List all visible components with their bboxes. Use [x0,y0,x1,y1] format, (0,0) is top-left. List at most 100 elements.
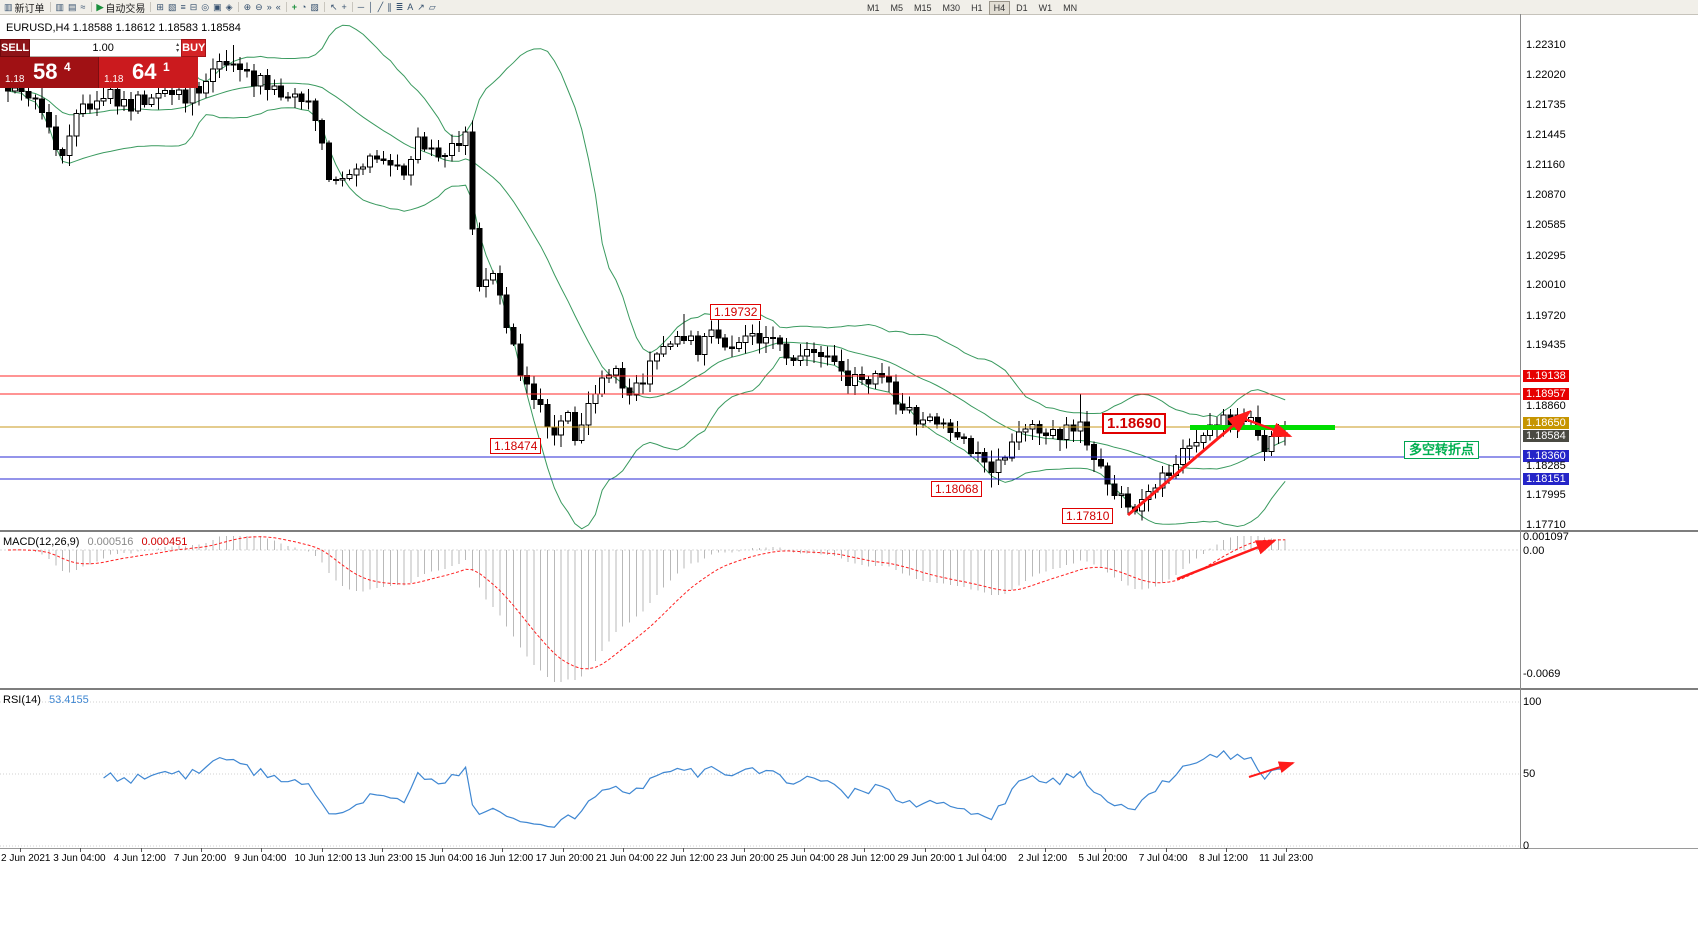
time-axis-tick [261,848,263,852]
timeframe-h4-button[interactable]: H4 [988,1,1011,15]
price-axis-label: 1.21160 [1526,159,1565,171]
bollinger-lower-band [7,90,1286,530]
navigator-icon[interactable]: ◎ [199,1,211,14]
timeframe-m30-button[interactable]: M30 [942,3,961,13]
macd-indicator-header: MACD(12,26,9) 0.000516 0.000451 [3,536,187,548]
horizontal-level-lines[interactable] [0,375,1520,480]
timeframe-m15-button[interactable]: M15 [914,3,932,13]
volume-spinner: ▴ ▾ [176,42,181,54]
timeframe-d1-button[interactable]: D1 [1016,3,1028,13]
data-window-icon: ⊟ [189,1,198,12]
sell-price-pip: 4 [64,60,71,74]
new-chart-icon: ⊞ [156,1,164,12]
bar-chart-icon[interactable]: ▥ [54,1,67,14]
sell-button[interactable]: SELL [0,39,31,57]
timeframe-m5-button[interactable]: M5 [890,3,904,13]
auto-scroll-icon: » [266,1,272,12]
price-annotation[interactable]: 1.17810 [1062,508,1114,524]
strategy-tester-icon[interactable]: ◈ [224,1,235,14]
volume-up-button[interactable]: ▴ [176,42,180,48]
indicators-icon[interactable]: + [290,1,299,14]
data-window-icon[interactable]: ⊟ [188,1,200,14]
macd-signal-value: 0.000451 [141,536,188,548]
price-axis-label: 1.20870 [1526,189,1566,201]
arrow-tool-icon[interactable]: ↗ [415,1,427,14]
pane-splitter[interactable] [0,530,1698,532]
price-axis-label: 1.19435 [1526,339,1566,351]
timeframe-toolbar: M1 M5 M15 M30 H1 H4 D1 W1 MN [862,1,1083,15]
buy-button[interactable]: BUY [181,39,207,57]
strategy-tester-icon: ◈ [225,1,233,12]
horizontal-line-icon[interactable]: ─ [356,1,366,14]
time-axis-label: 3 Jun 04:00 [53,853,106,864]
price-axis-label: 1.18360 [1523,450,1569,462]
macd-axis-label: 0.00 [1523,545,1545,557]
new-order-button[interactable]: ▥ 新订单 [2,1,47,15]
time-axis-tick [1286,848,1288,852]
autotrading-label: 自动交易 [105,3,146,15]
vertical-line-icon[interactable]: │ [366,1,376,14]
sell-price-main: 58 [33,59,58,84]
turning-point-label[interactable]: 多空转折点 [1404,441,1480,459]
market-watch-icon[interactable]: ≡ [178,1,187,14]
toolbar: ▥ 新订单 ▥ ▤ ≈ ▶ 自动交易 ⊞ ▧ ≡ ⊟ ◎ ▣ ◈ ⊕ ⊖» «+ ◔ ▨ ↖ + ─ │ ╱ ∥ ≣ A ↗ ▱ M1 M… [0,0,1698,15]
time-axis-label: 11 Jul 23:00 [1259,853,1314,864]
time-axis-tick [562,848,564,852]
trendline-icon[interactable]: ╱ [376,1,385,14]
timeframe-h1-button[interactable]: H1 [971,3,983,13]
price-chart-pane[interactable] [0,14,1520,530]
volume-field[interactable]: ▴ ▾ [30,39,182,57]
periods-icon[interactable]: ◔ [299,1,308,14]
line-chart-icon[interactable]: ≈ [79,1,88,14]
zoom-out-icon[interactable]: ⊖ [253,1,265,14]
time-axis-tick [20,848,21,852]
shapes-icon[interactable]: ▱ [427,1,438,14]
macd-pane[interactable] [0,532,1520,688]
time-axis-tick [623,848,624,852]
candlestick-chart-icon[interactable]: ▤ [66,1,79,14]
volume-down-button[interactable]: ▾ [176,48,180,54]
rsi-line [103,750,1286,828]
price-axis-label: 1.21735 [1526,99,1566,111]
indicators-icon: + [291,1,297,12]
price-annotation[interactable]: 1.19732 [710,304,762,320]
sell-price-prefix: 1.18 [5,74,25,85]
price-annotation[interactable]: 1.18690 [1102,413,1167,434]
terminal-icon[interactable]: ▣ [211,1,224,14]
timeframe-w1-button[interactable]: W1 [1038,3,1053,13]
buy-price-main: 64 [132,59,157,84]
buy-price-display[interactable]: 1.18 64 1 [99,57,198,88]
templates-icon[interactable]: ▨ [308,1,321,14]
zoom-in-icon[interactable]: ⊕ [242,1,254,14]
time-axis-tick [140,848,142,852]
time-axis-label: 25 Jun 04:00 [776,853,835,864]
pane-splitter[interactable] [0,688,1698,690]
time-axis-tick [80,848,82,852]
channel-icon[interactable]: ∥ [385,1,394,14]
cursor-icon[interactable]: ↖ [328,1,340,14]
text-icon[interactable]: A [405,1,415,14]
templates-icon: ▨ [310,1,319,12]
price-annotation[interactable]: 1.18474 [490,438,542,454]
time-axis-label: 7 Jun 20:00 [173,853,227,864]
vertical-line-icon: │ [368,1,374,12]
crosshair-icon[interactable]: + [339,1,348,14]
timeframe-mn-button[interactable]: MN [1063,3,1078,13]
timeframe-m1-button[interactable]: M1 [867,3,880,13]
time-axis-tick [442,848,444,852]
price-axis-label: 1.17995 [1526,489,1566,501]
sell-price-display[interactable]: 1.18 58 4 [0,57,99,88]
rsi-pane[interactable] [0,690,1520,848]
price-axis-label: 1.19138 [1523,370,1569,382]
rsi-label: RSI(14) [3,694,41,706]
chart-shift-icon[interactable]: « [274,1,283,14]
price-annotation[interactable]: 1.18068 [931,481,983,497]
auto-scroll-icon[interactable]: » [265,1,274,14]
autotrading-button[interactable]: ▶ 自动交易 [95,1,148,15]
candlestick-chart-icon: ▤ [68,1,77,12]
toolbar-separator [323,2,325,12]
new-chart-icon[interactable]: ⊞ [154,1,166,14]
fibonacci-icon[interactable]: ≣ [394,1,406,14]
volume-input[interactable] [30,40,177,56]
profiles-icon[interactable]: ▧ [166,1,179,14]
